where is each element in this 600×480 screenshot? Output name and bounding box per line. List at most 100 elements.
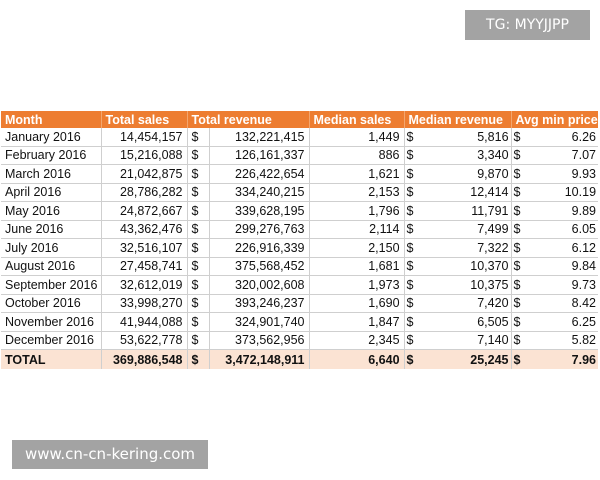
cell-avg-min-price-value: 9.73: [571, 277, 597, 292]
cell-median-revenue: $7,322: [404, 238, 512, 258]
cell-month: March 2016: [1, 164, 102, 184]
cell-month: January 2016: [1, 128, 102, 147]
cell-median-revenue-value: 9,870: [477, 166, 509, 181]
cell-median-sales: 2,345: [309, 331, 405, 350]
currency-symbol: $: [406, 185, 414, 200]
cell-month: TOTAL: [1, 349, 102, 369]
cell-avg-min-price: $10.19: [511, 183, 599, 202]
cell-median-sales: 1,681: [309, 257, 405, 276]
cell-total-sales: 53,622,778: [101, 331, 188, 350]
cell-median-revenue-value: 11,791: [471, 203, 509, 218]
currency-symbol: $: [187, 146, 210, 165]
cell-median-revenue-value: 12,414: [470, 185, 509, 200]
cell-avg-min-price: $7.07: [511, 146, 599, 165]
cell-median-sales: 2,150: [309, 238, 405, 258]
cell-month: May 2016: [1, 201, 102, 221]
cell-median-sales: 2,153: [309, 183, 405, 202]
table-row: May 2016 24,872,667 $339,628,195 1,796 $11,7…: [1, 201, 599, 221]
header-median-revenue: Median revenue: [404, 111, 512, 128]
table-body: January 2016 14,454,157 $132,221,415 1,449 $…: [1, 128, 599, 369]
table-row: October 2016 33,998,270 $393,246,237 1,690 $…: [1, 294, 599, 313]
cell-month: November 2016: [1, 312, 102, 332]
header-row: Month Total sales Total revenue Median s…: [1, 111, 599, 128]
currency-symbol: $: [513, 148, 521, 163]
cell-avg-min-price: $7.96: [511, 349, 599, 369]
currency-symbol: $: [513, 240, 521, 255]
cell-median-sales: 1,449: [309, 128, 405, 147]
cell-total-sales: 369,886,548: [101, 349, 188, 369]
cell-avg-min-price-value: 6.26: [571, 129, 597, 144]
cell-avg-min-price: $9.89: [511, 201, 599, 221]
currency-symbol: $: [513, 314, 521, 329]
currency-symbol: $: [187, 164, 210, 184]
table-row: September 2016 32,612,019 $320,002,608 1,97…: [1, 275, 599, 295]
cell-median-revenue-value: 7,140: [477, 333, 509, 348]
currency-symbol: $: [513, 333, 521, 348]
table-row: June 2016 43,362,476 $299,276,763 2,114 $7,4…: [1, 220, 599, 239]
cell-median-sales: 1,690: [309, 294, 405, 313]
currency-symbol: $: [187, 257, 210, 276]
currency-symbol: $: [406, 296, 414, 311]
cell-avg-min-price-value: 7.07: [571, 148, 597, 163]
cell-total-revenue: 393,246,237: [209, 294, 310, 313]
cell-total-revenue: 373,562,956: [209, 331, 310, 350]
cell-avg-min-price: $9.84: [511, 257, 599, 276]
cell-median-revenue: $12,414: [404, 183, 512, 202]
sales-table: Month Total sales Total revenue Median s…: [1, 111, 599, 369]
cell-total-revenue: 334,240,215: [209, 183, 310, 202]
currency-symbol: $: [513, 222, 521, 237]
table-row: February 2016 15,216,088 $126,161,337 886 $3…: [1, 146, 599, 165]
cell-total-sales: 32,612,019: [101, 275, 188, 295]
currency-symbol: $: [187, 312, 210, 332]
cell-median-revenue-value: 5,816: [477, 129, 509, 144]
cell-median-revenue: $10,370: [404, 257, 512, 276]
currency-symbol: $: [406, 148, 414, 163]
cell-avg-min-price: $9.73: [511, 275, 599, 295]
currency-symbol: $: [187, 201, 210, 221]
cell-median-revenue-value: 7,322: [477, 240, 509, 255]
cell-median-revenue: $7,420: [404, 294, 512, 313]
cell-total-revenue: 226,422,654: [209, 164, 310, 184]
cell-median-sales: 886: [309, 146, 405, 165]
cell-median-revenue: $11,791: [404, 201, 512, 221]
cell-total-revenue: 3,472,148,911: [209, 349, 310, 369]
table-row: January 2016 14,454,157 $132,221,415 1,449 $…: [1, 128, 599, 147]
header-avg-min-price: Avg min price: [511, 111, 599, 128]
watermark-bottom: www.cn-cn-kering.com: [12, 440, 208, 469]
cell-median-sales: 1,847: [309, 312, 405, 332]
cell-total-revenue: 132,221,415: [209, 128, 310, 147]
cell-total-sales: 43,362,476: [101, 220, 188, 239]
currency-symbol: $: [406, 222, 414, 237]
currency-symbol: $: [513, 185, 521, 200]
currency-symbol: $: [513, 277, 521, 292]
currency-symbol: $: [406, 166, 414, 181]
cell-avg-min-price: $5.82: [511, 331, 599, 350]
currency-symbol: $: [187, 128, 210, 147]
currency-symbol: $: [187, 238, 210, 258]
cell-avg-min-price-value: 10.19: [564, 185, 597, 200]
cell-month: July 2016: [1, 238, 102, 258]
cell-median-revenue-value: 25,245: [470, 352, 509, 367]
cell-median-sales: 2,114: [309, 220, 405, 239]
cell-median-revenue: $3,340: [404, 146, 512, 165]
cell-avg-min-price-value: 5.82: [571, 333, 597, 348]
cell-total-sales: 28,786,282: [101, 183, 188, 202]
table-row: March 2016 21,042,875 $226,422,654 1,621 $9,…: [1, 164, 599, 184]
currency-symbol: $: [513, 166, 521, 181]
currency-symbol: $: [513, 259, 521, 274]
currency-symbol: $: [406, 333, 414, 348]
cell-median-sales: 1,796: [309, 201, 405, 221]
currency-symbol: $: [406, 203, 414, 218]
cell-total-sales: 33,998,270: [101, 294, 188, 313]
cell-median-revenue: $9,870: [404, 164, 512, 184]
cell-month: August 2016: [1, 257, 102, 276]
cell-avg-min-price: $6.25: [511, 312, 599, 332]
currency-symbol: $: [187, 275, 210, 295]
cell-median-revenue: $7,499: [404, 220, 512, 239]
cell-total-sales: 21,042,875: [101, 164, 188, 184]
cell-avg-min-price-value: 7.96: [571, 352, 597, 367]
currency-symbol: $: [513, 296, 521, 311]
cell-median-sales: 6,640: [309, 349, 405, 369]
cell-total-revenue: 375,568,452: [209, 257, 310, 276]
cell-avg-min-price-value: 8.42: [571, 296, 597, 311]
